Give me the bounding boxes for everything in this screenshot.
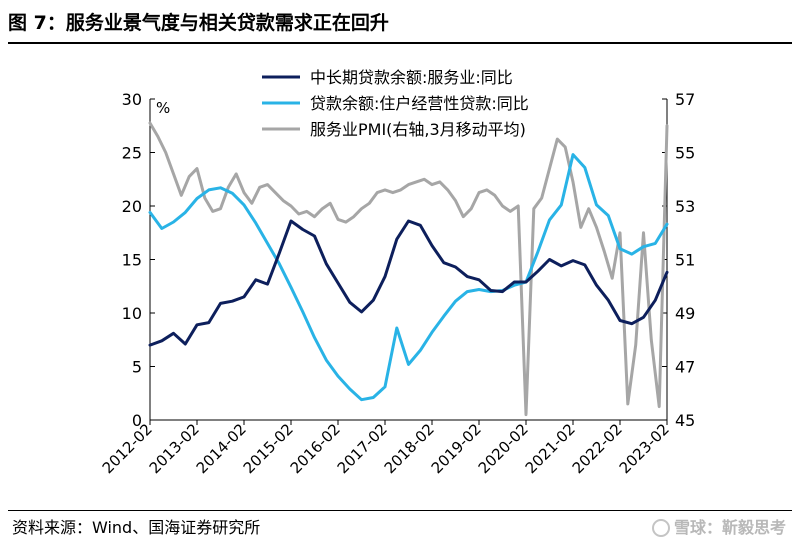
x-tick-label: 2017-02 (334, 420, 391, 477)
left-tick-label: 30 (122, 90, 142, 109)
axes: 0 5 10 15 20 25 30 % 45 47 49 51 53 55 57 2012-022013-0… (99, 90, 696, 477)
left-tick-label: 0 (132, 411, 142, 430)
source-note: 资料来源：Wind、国海证券研究所 (12, 518, 261, 537)
left-tick-label: 20 (122, 197, 142, 216)
footer-rule (8, 510, 792, 511)
x-tick-label: 2013-02 (146, 420, 203, 477)
x-tick-label: 2019-02 (428, 420, 485, 477)
x-tick-label: 2015-02 (240, 420, 297, 477)
x-tick-label: 2014-02 (193, 420, 250, 477)
x-tick-label: 2020-02 (475, 420, 532, 477)
watermark-text: 雪球：靳毅思考 (673, 518, 786, 537)
x-tick-label: 2016-02 (287, 420, 344, 477)
x-tick-label: 2018-02 (381, 420, 438, 477)
legend-label-2: 服务业PMI(右轴,3月移动平均) (310, 120, 526, 139)
x-tick-label: 2021-02 (522, 420, 579, 477)
legend-label-0: 中长期贷款余额:服务业:同比 (310, 68, 513, 87)
page-title: 图 7：服务业景气度与相关贷款需求正在回升 (8, 12, 389, 34)
right-tick-label: 57 (675, 90, 695, 109)
right-tick-label: 47 (675, 358, 695, 377)
x-tick-label: 2012-02 (99, 420, 156, 477)
title-rule (8, 42, 792, 44)
right-tick-label: 51 (675, 251, 695, 270)
series-lines (148, 121, 669, 417)
left-tick-label: 15 (122, 251, 142, 270)
watermark: 雪球：靳毅思考 (651, 514, 786, 542)
left-unit-label: % (156, 99, 170, 117)
left-tick-label: 10 (122, 304, 142, 323)
x-tick-label: 2022-02 (569, 420, 626, 477)
series-line-2 (148, 121, 669, 417)
right-tick-label: 45 (675, 411, 695, 430)
legend-label-1: 贷款余额:住户经营性贷款:同比 (310, 94, 529, 113)
left-tick-label: 5 (132, 358, 142, 377)
left-tick-label: 25 (122, 144, 142, 163)
series-line-1 (148, 153, 669, 402)
right-tick-label: 53 (675, 197, 695, 216)
legend: 中长期贷款余额:服务业:同比贷款余额:住户经营性贷款:同比服务业PMI(右轴,3… (262, 68, 529, 139)
snowball-logo-icon (651, 519, 670, 537)
series-line-0 (148, 219, 669, 347)
x-tick-label: 2023-02 (616, 420, 673, 477)
right-tick-label: 49 (675, 304, 695, 323)
right-tick-label: 55 (675, 144, 695, 163)
